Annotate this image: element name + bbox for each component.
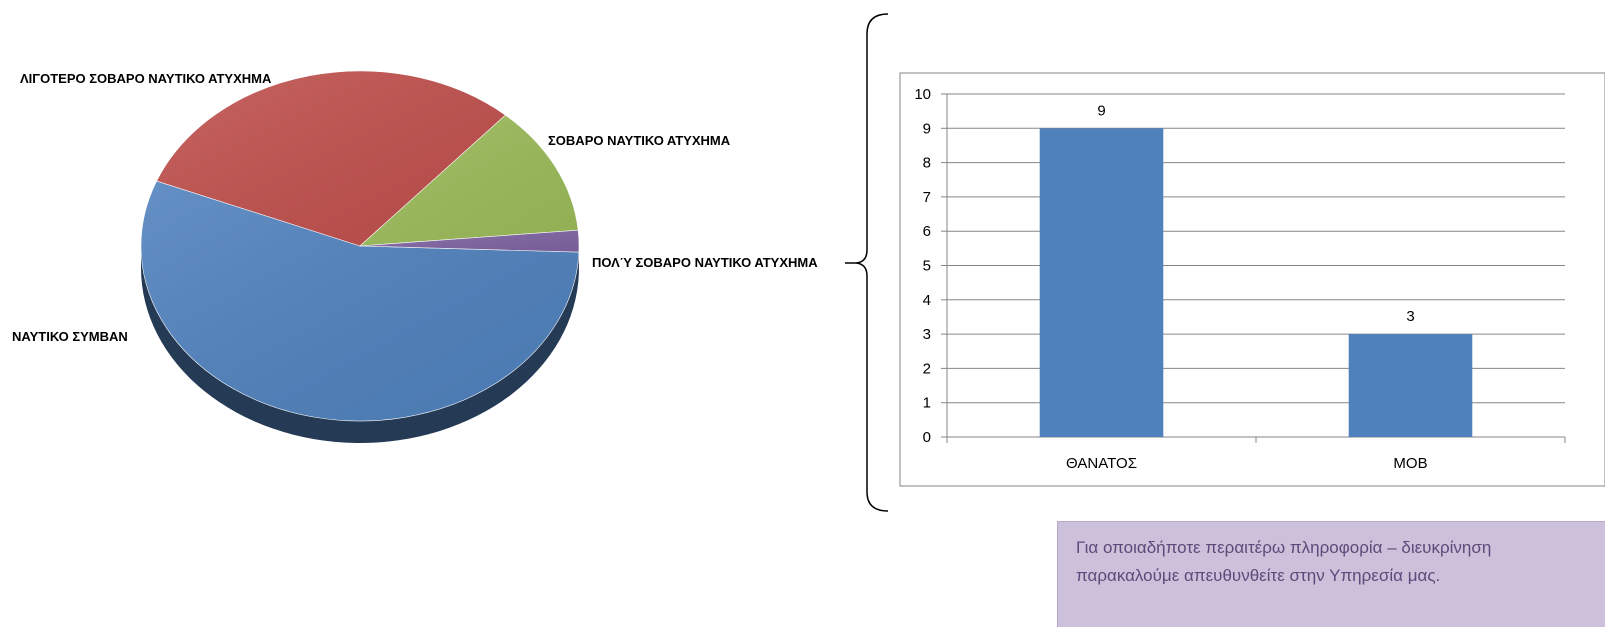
pie-label-2: ΣΟΒΑΡΟ ΝΑΥΤΙΚΟ ΑΤΥΧΗΜΑ <box>548 133 731 148</box>
info-note: Για οποιαδήποτε περαιτέρω πληροφορία – δ… <box>1057 521 1605 627</box>
bar-marks <box>1039 128 1473 438</box>
bar-0 <box>1039 128 1164 438</box>
category-label-0: ΘΑΝΑΤΟΣ <box>1066 455 1137 472</box>
data-label-0: 9 <box>1097 102 1105 119</box>
ytick-label-9: 9 <box>923 120 931 137</box>
ytick-label-4: 4 <box>923 292 931 309</box>
info-note-line1: Για οποιαδήποτε περαιτέρω πληροφορία – δ… <box>1076 538 1492 557</box>
category-label-1: MOB <box>1393 455 1427 472</box>
bar-text: 0 1 2 3 4 5 6 7 8 9 10 9 ΘΑΝΑΤΟΣ 3 MOB <box>914 86 1427 472</box>
ytick-label-2: 2 <box>923 360 931 377</box>
ytick-label-6: 6 <box>923 223 931 240</box>
pie-slices <box>140 70 580 422</box>
bar-chart-frame <box>899 72 1605 487</box>
pie-slice-sheen-0 <box>140 181 579 421</box>
bracket <box>845 13 889 512</box>
pie-labels: ΝΑΥΤΙΚΟ ΣΥΜΒΑΝ ΛΙΓΟΤΕΡΟ ΣΟΒΑΡΟ ΝΑΥΤΙΚΟ ΑΤ… <box>12 71 818 344</box>
pie-slice-sheen-3 <box>360 230 579 253</box>
ytick-label-5: 5 <box>923 258 931 275</box>
ytick-label-1: 1 <box>923 395 931 412</box>
pie-slice-sheen-2 <box>360 115 579 246</box>
ytick-label-8: 8 <box>923 155 931 172</box>
bar-1 <box>1348 334 1473 437</box>
pie-label-3: ΠΟΛΎ ΣΟΒΑΡΟ ΝΑΥΤΙΚΟ ΑΤΥΧΗΜΑ <box>592 255 818 270</box>
pie-slice-sheen-1 <box>156 71 506 247</box>
ytick-label-3: 3 <box>923 326 931 343</box>
ytick-label-10: 10 <box>914 86 931 103</box>
data-label-1: 3 <box>1406 308 1414 325</box>
ytick-label-7: 7 <box>923 189 931 206</box>
info-note-line2: παρακαλούμε απευθυνθείτε στην Υπηρεσία μ… <box>1076 566 1441 585</box>
pie-label-0: ΝΑΥΤΙΚΟ ΣΥΜΒΑΝ <box>12 329 128 344</box>
ytick-label-0: 0 <box>923 429 931 446</box>
pie-label-1: ΛΙΓΟΤΕΡΟ ΣΟΒΑΡΟ ΝΑΥΤΙΚΟ ΑΤΥΧΗΜΑ <box>20 71 272 86</box>
